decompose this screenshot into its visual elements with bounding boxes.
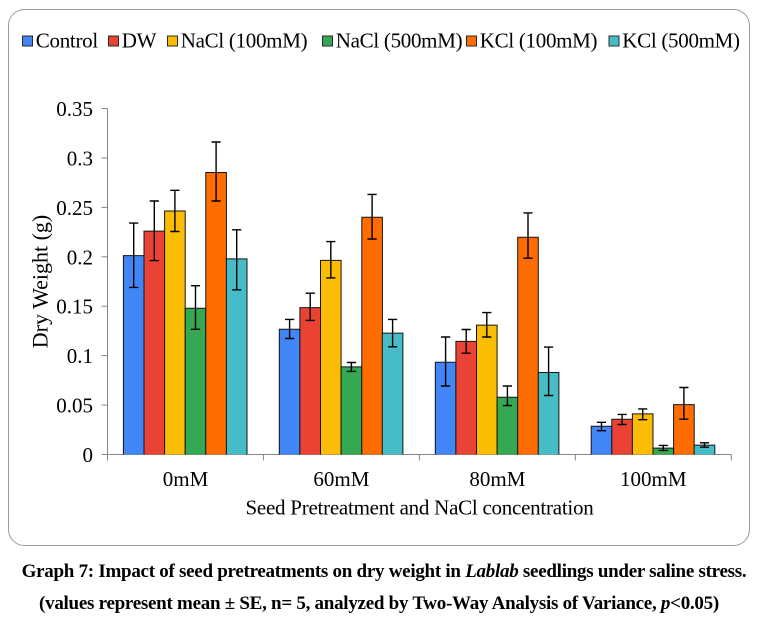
svg-text:Dry Weight (g): Dry Weight (g) <box>28 215 53 348</box>
svg-text:0.35: 0.35 <box>56 97 93 121</box>
svg-text:Seed Pretreatment and NaCl con: Seed Pretreatment and NaCl concentration <box>245 496 594 520</box>
svg-text:0.1: 0.1 <box>67 344 93 368</box>
svg-text:0mM: 0mM <box>163 467 209 491</box>
svg-text:0.05: 0.05 <box>56 394 93 418</box>
svg-text:NaCl (100mM): NaCl (100mM) <box>181 29 308 53</box>
svg-text:80mM: 80mM <box>469 467 525 491</box>
svg-text:DW: DW <box>122 29 157 53</box>
svg-text:Graph 7: Impact of seed pretre: Graph 7: Impact of seed pretreatments on… <box>22 561 747 582</box>
svg-text:0.25: 0.25 <box>56 196 93 220</box>
svg-text:0.15: 0.15 <box>56 295 93 319</box>
svg-text:KCl (500mM): KCl (500mM) <box>622 29 740 53</box>
svg-text:0.3: 0.3 <box>67 146 93 170</box>
svg-text:100mM: 100mM <box>620 467 687 491</box>
svg-text:0: 0 <box>83 443 94 467</box>
svg-text:(values represent mean ± SE, n: (values represent mean ± SE, n= 5, analy… <box>39 593 719 614</box>
svg-text:Control: Control <box>36 29 99 53</box>
svg-text:KCl (100mM): KCl (100mM) <box>480 29 598 53</box>
svg-text:0.2: 0.2 <box>67 245 93 269</box>
svg-text:60mM: 60mM <box>313 467 369 491</box>
svg-text:NaCl (500mM): NaCl (500mM) <box>336 29 463 53</box>
